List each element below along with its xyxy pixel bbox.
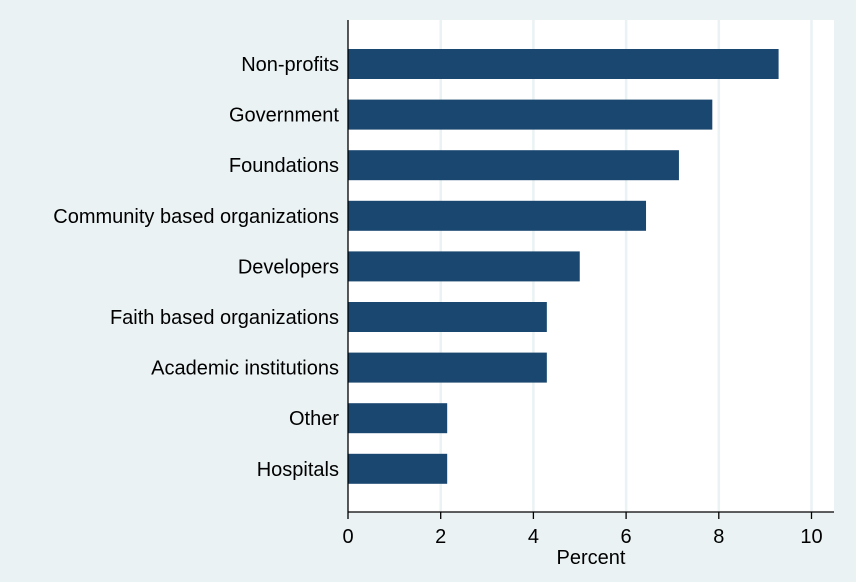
bar: [348, 453, 448, 484]
bar: [348, 403, 448, 434]
category-label: Government: [229, 105, 339, 127]
bar: [348, 251, 580, 282]
bar: [348, 302, 547, 332]
category-label: Community based organizations: [53, 206, 339, 228]
x-tick-label: 0: [342, 526, 353, 548]
x-tick-label: 10: [800, 526, 822, 548]
category-label: Hospitals: [257, 459, 339, 481]
category-label: Foundations: [229, 155, 339, 177]
x-tick-label: 4: [528, 526, 539, 548]
category-label: Non-profits: [241, 54, 339, 76]
x-axis-label: Percent: [557, 547, 626, 569]
bar: [348, 49, 779, 79]
category-label: Academic institutions: [151, 358, 339, 380]
x-tick-label: 8: [713, 526, 724, 548]
bar: [348, 200, 647, 231]
bar: [348, 352, 547, 383]
category-label: Faith based organizations: [110, 307, 339, 329]
bar: [348, 150, 679, 181]
category-label: Developers: [238, 256, 339, 278]
category-label: Other: [289, 408, 339, 430]
x-tick-label: 2: [435, 526, 446, 548]
bar: [348, 99, 713, 130]
x-tick-label: 6: [621, 526, 632, 548]
